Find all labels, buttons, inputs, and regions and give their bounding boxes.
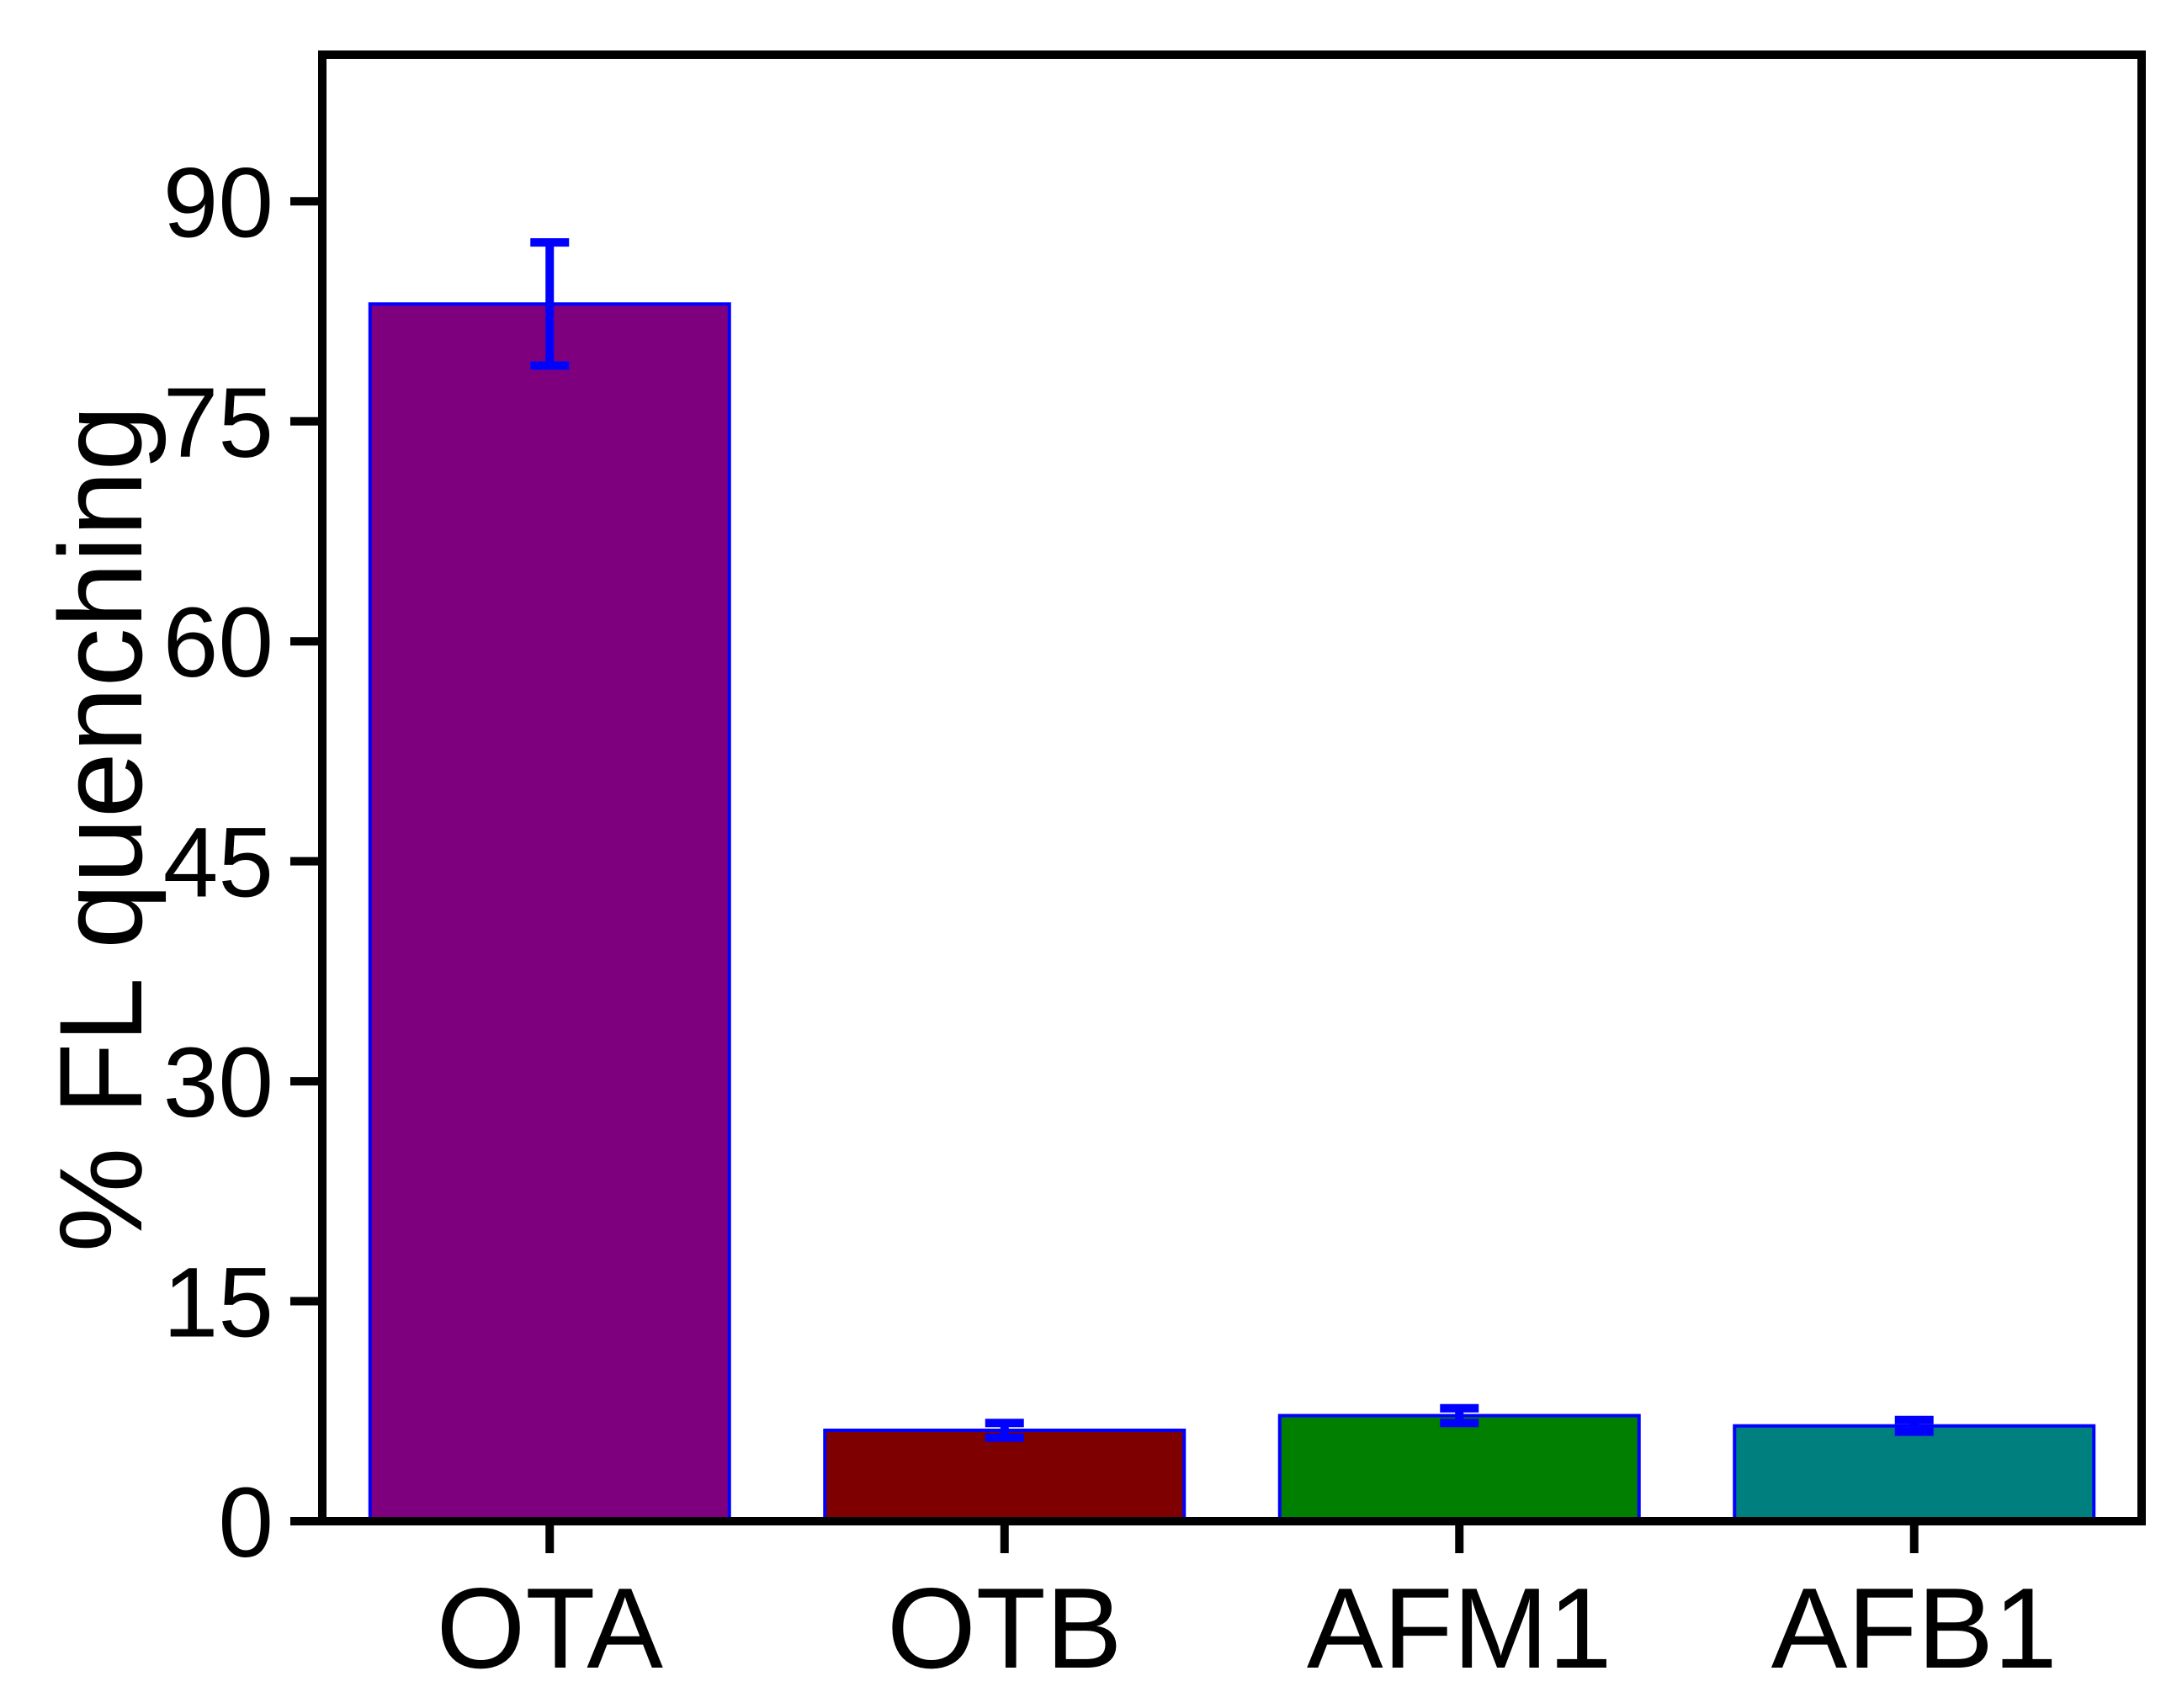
y-tick-label-90: 90: [163, 147, 273, 258]
y-tick-label-45: 45: [163, 808, 273, 919]
y-tick-label-30: 30: [163, 1027, 273, 1138]
bar-ota: [368, 302, 731, 1523]
x-axis: OTA OTB AFM1 AFB1: [437, 1521, 2057, 1692]
bars-layer: [368, 302, 2096, 1524]
x-tick-label-afb1: AFB1: [1771, 1564, 2057, 1692]
x-tick-label-afm1: AFM1: [1307, 1564, 1612, 1692]
bar-otb: [823, 1428, 1187, 1523]
error-bars-layer: [530, 238, 1934, 1442]
bar-afb1: [1733, 1424, 2096, 1523]
y-tick-label-0: 0: [218, 1467, 273, 1578]
y-tick-label-60: 60: [163, 587, 273, 698]
y-tick-label-75: 75: [163, 368, 273, 479]
x-tick-label-ota: OTA: [437, 1564, 664, 1692]
y-tick-label-15: 15: [163, 1248, 273, 1359]
y-axis-title: % FL quenching: [35, 406, 167, 1253]
bar-afm1: [1277, 1414, 1641, 1524]
x-tick-label-otb: OTB: [887, 1564, 1123, 1692]
plot-frame: [318, 50, 2146, 1525]
y-axis: 0 15 30 45 60 75 90: [163, 147, 322, 1578]
